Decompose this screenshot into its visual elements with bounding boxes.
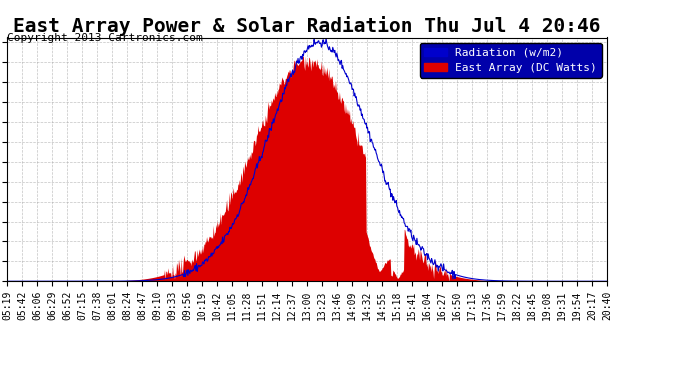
Legend: Radiation (w/m2), East Array (DC Watts): Radiation (w/m2), East Array (DC Watts) xyxy=(420,43,602,78)
Title: East Array Power & Solar Radiation Thu Jul 4 20:46: East Array Power & Solar Radiation Thu J… xyxy=(13,16,601,36)
Text: Copyright 2013 Cartronics.com: Copyright 2013 Cartronics.com xyxy=(7,33,203,43)
